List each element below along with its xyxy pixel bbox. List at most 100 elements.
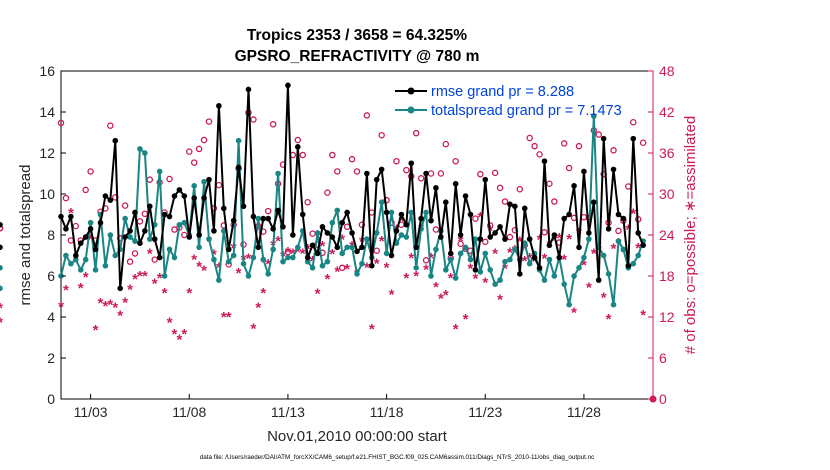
spread-series-point [635,252,641,259]
obs-possible-point [284,248,292,256]
obs-assimilated-point: * [433,279,439,296]
rmse-series-point [206,176,212,183]
rmse-series-point [102,193,109,199]
spread-series-point [304,258,311,265]
spread-series-point [359,260,365,267]
rmse-series-point [393,228,400,234]
obs-possible-point [417,175,425,182]
obs-assimilated-point: * [339,232,345,249]
obs-possible-point [348,155,356,163]
spread-series-point [230,252,237,259]
obs-assimilated-point: * [181,326,187,343]
obs-possible-point [551,198,558,205]
rmse-series-point [329,234,336,240]
spread-series-point [408,209,415,216]
rmse-series-point [127,228,133,234]
obs-assimilated-point: * [586,279,592,296]
obs-assimilated-point: * [68,205,74,222]
rmse-series-point [68,213,74,220]
rmse-series-point [122,234,128,240]
obs-assimilated-point: * [566,231,572,248]
obs-assimilated-point: * [172,326,178,343]
rmse-series-point [309,242,316,249]
y-right-tick-label: 48 [659,63,675,79]
spread-series-point [73,256,79,263]
obs-assimilated-point: * [413,268,419,285]
rmse-series-point [216,103,222,109]
obs-possible-point [403,166,410,174]
rmse-series-point [58,213,64,220]
spread-series-point [403,234,410,240]
legend-rmse-label: rmse grand pr = 8.288 [431,84,574,100]
spread-series-point [290,254,296,261]
spread-series-point [77,267,84,273]
obs-assimilated-point: * [344,261,350,278]
obs-possible-point [501,198,509,205]
y-right-tick-label: 6 [659,350,667,366]
obs-assimilated-point: * [556,230,562,247]
spread-series-point [605,271,612,277]
obs-assimilated-point: * [448,270,454,287]
rmse-series-point [467,211,474,218]
obs-assimilated-point: * [542,251,548,268]
spread-series-point [526,260,533,267]
obs-possible-point [186,148,193,155]
obs-possible-point [151,256,158,263]
legend-rmse-marker [407,87,415,95]
spread-series-point [161,273,168,279]
spread-series-point [388,209,395,216]
spread-series-point [630,260,637,267]
rmse-series-point [314,250,321,257]
rmse-series-point [201,195,207,201]
spread-series-point [482,250,489,257]
obs-assimilated-point: * [611,240,617,257]
rmse-series-point [324,230,331,236]
spread-series-point [147,236,153,242]
obs-possible-point [82,186,89,194]
rmse-series-point [561,215,567,222]
obs-possible-point [353,168,361,175]
spread-series-point [344,244,350,251]
spread-series-point [512,246,518,253]
spread-series-point [447,256,454,263]
spread-series-point [166,246,173,253]
spread-series-point [586,236,592,242]
rmse-series-point [615,211,622,218]
y-right-tick-label: 12 [659,309,675,325]
obs-possible-point [531,142,538,150]
rmse-series-point [398,211,405,218]
rmse-series-point [270,226,276,232]
rmse-series-point [117,285,123,292]
obs-possible-point [131,250,139,257]
obs-possible-point [121,202,129,209]
obs-possible-point [615,227,622,235]
obs-assimilated-point: * [606,311,612,328]
obs-possible-point [363,112,371,119]
spread-series-point [132,238,138,244]
rmse-series-point [403,221,410,228]
spread-series-point [191,183,197,189]
rmse-series-point [339,219,346,226]
obs-assimilated-point: * [458,233,464,250]
spread-series-point [561,281,567,288]
rmse-series-point [275,207,281,214]
rmse-series-point [349,230,355,236]
obs-assimilated-point: * [625,221,631,238]
spread-series-point [492,281,498,288]
rmse-series-point [82,234,89,240]
obs-assimilated-point: * [152,275,158,292]
rmse-series-point [151,236,158,242]
rmse-series-point [517,271,523,277]
spread-series-point [216,277,222,283]
obs-assimilated-point: * [428,250,434,267]
obs-assimilated-point: * [497,292,503,309]
spread-series-point [620,246,627,253]
obs-possible-point [299,151,306,159]
rmse-series-point [378,166,385,173]
legend-spread-label: totalspread grand pr = 7.1473 [431,103,622,119]
obs-possible-point [506,233,514,241]
rmse-series-point [388,252,395,259]
spread-series-point [250,254,257,261]
obs-assimilated-point: * [275,233,281,250]
obs-assimilated-point: * [561,251,567,268]
